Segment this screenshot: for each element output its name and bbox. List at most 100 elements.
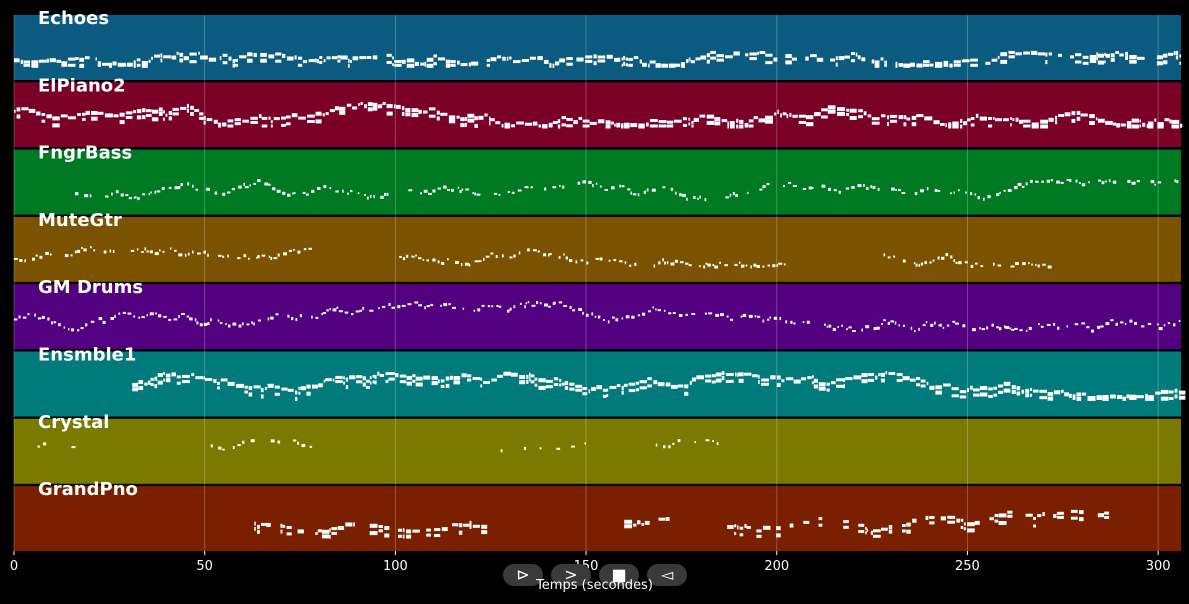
note (893, 255, 896, 258)
note (951, 387, 959, 391)
note (769, 316, 772, 319)
note (1037, 52, 1046, 56)
note (757, 315, 761, 318)
note (414, 301, 419, 304)
note (557, 119, 561, 124)
note (639, 386, 647, 390)
track-label: GM Drums (38, 277, 143, 298)
note (222, 61, 228, 65)
note (441, 527, 448, 532)
note (906, 529, 911, 534)
note (61, 63, 68, 67)
note (213, 379, 217, 383)
note (593, 54, 597, 59)
note (556, 447, 561, 450)
note (219, 56, 222, 61)
rewind-button[interactable]: ◅ (647, 564, 687, 586)
track-band (14, 216, 1181, 282)
note (890, 320, 894, 323)
note (762, 265, 765, 268)
note (628, 382, 636, 386)
note (1038, 323, 1040, 326)
note (280, 529, 283, 534)
note (503, 371, 511, 376)
note (398, 528, 402, 532)
note (1055, 115, 1058, 120)
note (765, 53, 773, 57)
note (156, 190, 161, 193)
note (97, 61, 101, 65)
note (952, 124, 959, 129)
note (704, 312, 707, 315)
note (149, 312, 154, 316)
note (867, 114, 872, 118)
note (192, 250, 194, 254)
note (979, 327, 981, 330)
note (1010, 123, 1012, 127)
note (406, 381, 412, 386)
stop-button[interactable]: ■ (599, 564, 639, 586)
note (150, 191, 152, 194)
note (1007, 189, 1012, 192)
play-button[interactable]: ⊳ (503, 564, 543, 586)
note (835, 62, 838, 67)
note (857, 55, 861, 60)
note (395, 373, 399, 378)
note (1041, 180, 1044, 183)
note (1174, 388, 1178, 393)
note (378, 525, 383, 528)
note (1156, 55, 1163, 60)
note (938, 324, 940, 327)
note (460, 63, 468, 67)
note (537, 56, 543, 61)
note (830, 58, 835, 62)
note (85, 323, 88, 327)
note (266, 522, 271, 527)
note (321, 529, 330, 534)
note (300, 386, 306, 391)
note (369, 523, 378, 528)
note (699, 195, 701, 199)
note (759, 51, 766, 54)
note (246, 323, 250, 326)
note (399, 380, 407, 384)
note (637, 193, 640, 197)
note (317, 187, 321, 190)
note (821, 115, 828, 119)
note (448, 115, 456, 120)
note (563, 253, 565, 256)
note (526, 374, 529, 379)
note (270, 124, 273, 128)
note (283, 252, 287, 256)
note (563, 305, 567, 307)
note (406, 375, 412, 380)
note (430, 303, 434, 306)
note (1030, 179, 1033, 183)
note (136, 115, 142, 120)
note (382, 102, 386, 105)
note (1039, 396, 1047, 400)
note (141, 251, 144, 253)
note (112, 250, 115, 253)
note (519, 380, 526, 385)
note (577, 181, 581, 185)
note (549, 63, 552, 68)
note (162, 110, 165, 114)
note (260, 388, 264, 393)
note (606, 54, 613, 59)
note (937, 189, 941, 192)
track-7: Crystal (14, 412, 1181, 484)
note (584, 442, 586, 445)
note (884, 63, 887, 67)
note (286, 115, 291, 119)
note (578, 116, 583, 120)
note (151, 109, 159, 114)
note (956, 518, 960, 523)
note (524, 122, 533, 126)
note (248, 257, 250, 260)
note (1064, 112, 1071, 117)
note (337, 59, 341, 63)
forward-button[interactable]: > (551, 564, 591, 586)
note (852, 330, 856, 332)
note (1075, 60, 1082, 64)
